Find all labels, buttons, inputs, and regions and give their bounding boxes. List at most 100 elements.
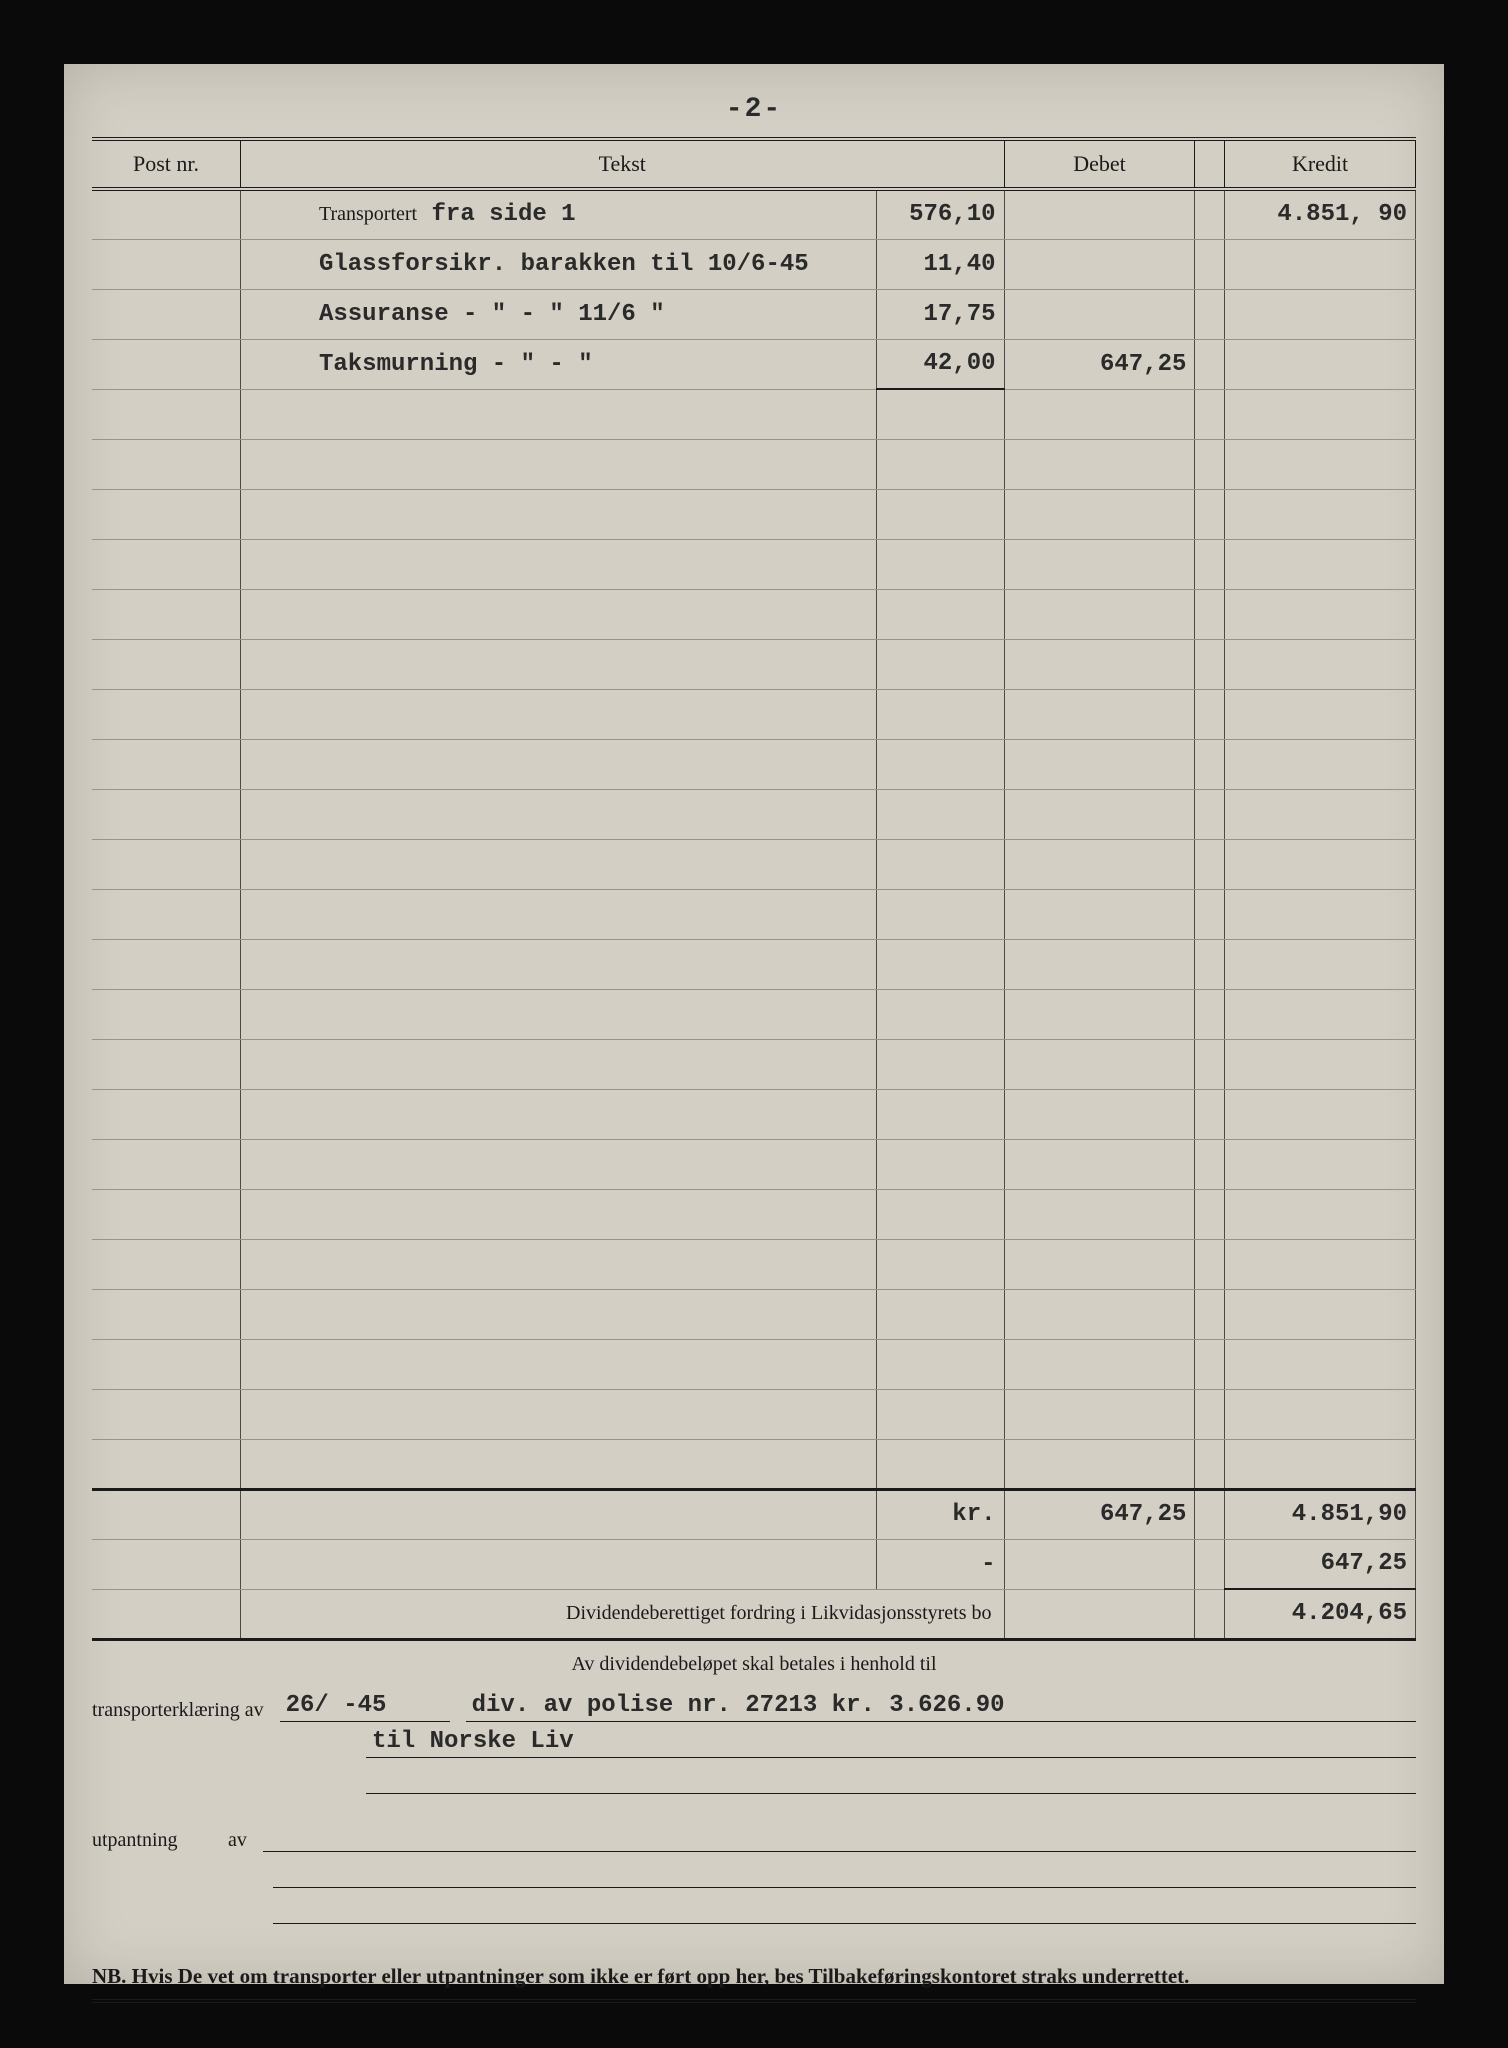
cell (92, 1389, 240, 1439)
table-row (92, 739, 1416, 789)
table-row (92, 689, 1416, 739)
cell (877, 989, 1004, 1039)
table-row: Taksmurning - " - "42,00647,25 (92, 339, 1416, 389)
totals-row: -647,25 (92, 1539, 1416, 1589)
cell (240, 439, 876, 489)
cell (1225, 1289, 1416, 1339)
cell (877, 1139, 1004, 1189)
cell (1195, 1189, 1225, 1239)
cell (1195, 339, 1225, 389)
cell: 647,25 (1004, 1489, 1195, 1539)
cell (877, 1389, 1004, 1439)
cell (92, 1439, 240, 1489)
cell (1225, 889, 1416, 939)
cell (1004, 389, 1195, 439)
cell (1195, 689, 1225, 739)
table-row (92, 1439, 1416, 1489)
cell (1225, 339, 1416, 389)
header-kredit: Kredit (1225, 139, 1416, 189)
footer-section: Av dividendebeløpet skal betales i henho… (92, 1653, 1416, 2003)
cell (1195, 1539, 1225, 1589)
cell (1004, 939, 1195, 989)
cell (1195, 1389, 1225, 1439)
utpantning-blank3 (273, 1896, 1416, 1924)
page-number: -2- (92, 94, 1416, 125)
cell (240, 739, 876, 789)
cell (877, 939, 1004, 989)
cell (92, 739, 240, 789)
cell (240, 1089, 876, 1139)
cell (1195, 589, 1225, 639)
cell (877, 1239, 1004, 1289)
transport-blank1 (366, 1766, 1416, 1794)
cell (1004, 1189, 1195, 1239)
cell (1195, 439, 1225, 489)
cell (1004, 739, 1195, 789)
cell (1195, 389, 1225, 439)
cell (1195, 239, 1225, 289)
utpantning-row: utpantning av (92, 1824, 1416, 1852)
cell (92, 1039, 240, 1089)
cell: Dividendeberettiget fordring i Likvidasj… (240, 1589, 1004, 1639)
cell (877, 1039, 1004, 1089)
cell (877, 789, 1004, 839)
cell: 647,25 (1004, 339, 1195, 389)
cell (92, 639, 240, 689)
cell (1225, 789, 1416, 839)
cell (92, 189, 240, 239)
cell (92, 989, 240, 1039)
cell: 4.851, 90 (1225, 189, 1416, 239)
cell (1004, 1289, 1195, 1339)
cell (1225, 939, 1416, 989)
cell (1004, 1239, 1195, 1289)
cell (1195, 639, 1225, 689)
cell (1195, 1039, 1225, 1089)
cell (92, 939, 240, 989)
table-row (92, 839, 1416, 889)
cell (1225, 389, 1416, 439)
table-row (92, 439, 1416, 489)
cell (240, 639, 876, 689)
cell (877, 439, 1004, 489)
cell (1225, 1389, 1416, 1439)
cell (92, 1239, 240, 1289)
cell (92, 1339, 240, 1389)
cell (1195, 1489, 1225, 1539)
cell (1004, 539, 1195, 589)
cell (1225, 489, 1416, 539)
cell (1004, 889, 1195, 939)
cell (1195, 1589, 1225, 1639)
utpantning-blank1 (263, 1824, 1416, 1852)
cell (240, 1539, 876, 1589)
cell (92, 1189, 240, 1239)
cell (1195, 1339, 1225, 1389)
av-label: av (228, 1829, 247, 1852)
cell (1195, 289, 1225, 339)
transport-row: transporterklæring av 26/ -45 div. av po… (92, 1694, 1416, 1722)
cell (1195, 889, 1225, 939)
utpantning-row-2 (92, 1860, 1416, 1888)
cell (240, 839, 876, 889)
cell (92, 239, 240, 289)
cell (1004, 439, 1195, 489)
cell: 11,40 (877, 239, 1004, 289)
cell: - (877, 1539, 1004, 1589)
cell: 17,75 (877, 289, 1004, 339)
cell (240, 939, 876, 989)
cell (240, 1489, 876, 1539)
table-row (92, 639, 1416, 689)
cell (92, 1489, 240, 1539)
cell (1225, 639, 1416, 689)
cell (240, 1039, 876, 1089)
table-row (92, 1089, 1416, 1139)
table-row (92, 1389, 1416, 1439)
cell (240, 989, 876, 1039)
cell (877, 1339, 1004, 1389)
ledger-table: Post nr. Tekst Debet Kredit Transportert… (92, 137, 1416, 1641)
table-row (92, 489, 1416, 539)
cell (877, 889, 1004, 939)
cell (1004, 239, 1195, 289)
cell (1195, 1239, 1225, 1289)
cell (1225, 1039, 1416, 1089)
cell (1004, 989, 1195, 1039)
